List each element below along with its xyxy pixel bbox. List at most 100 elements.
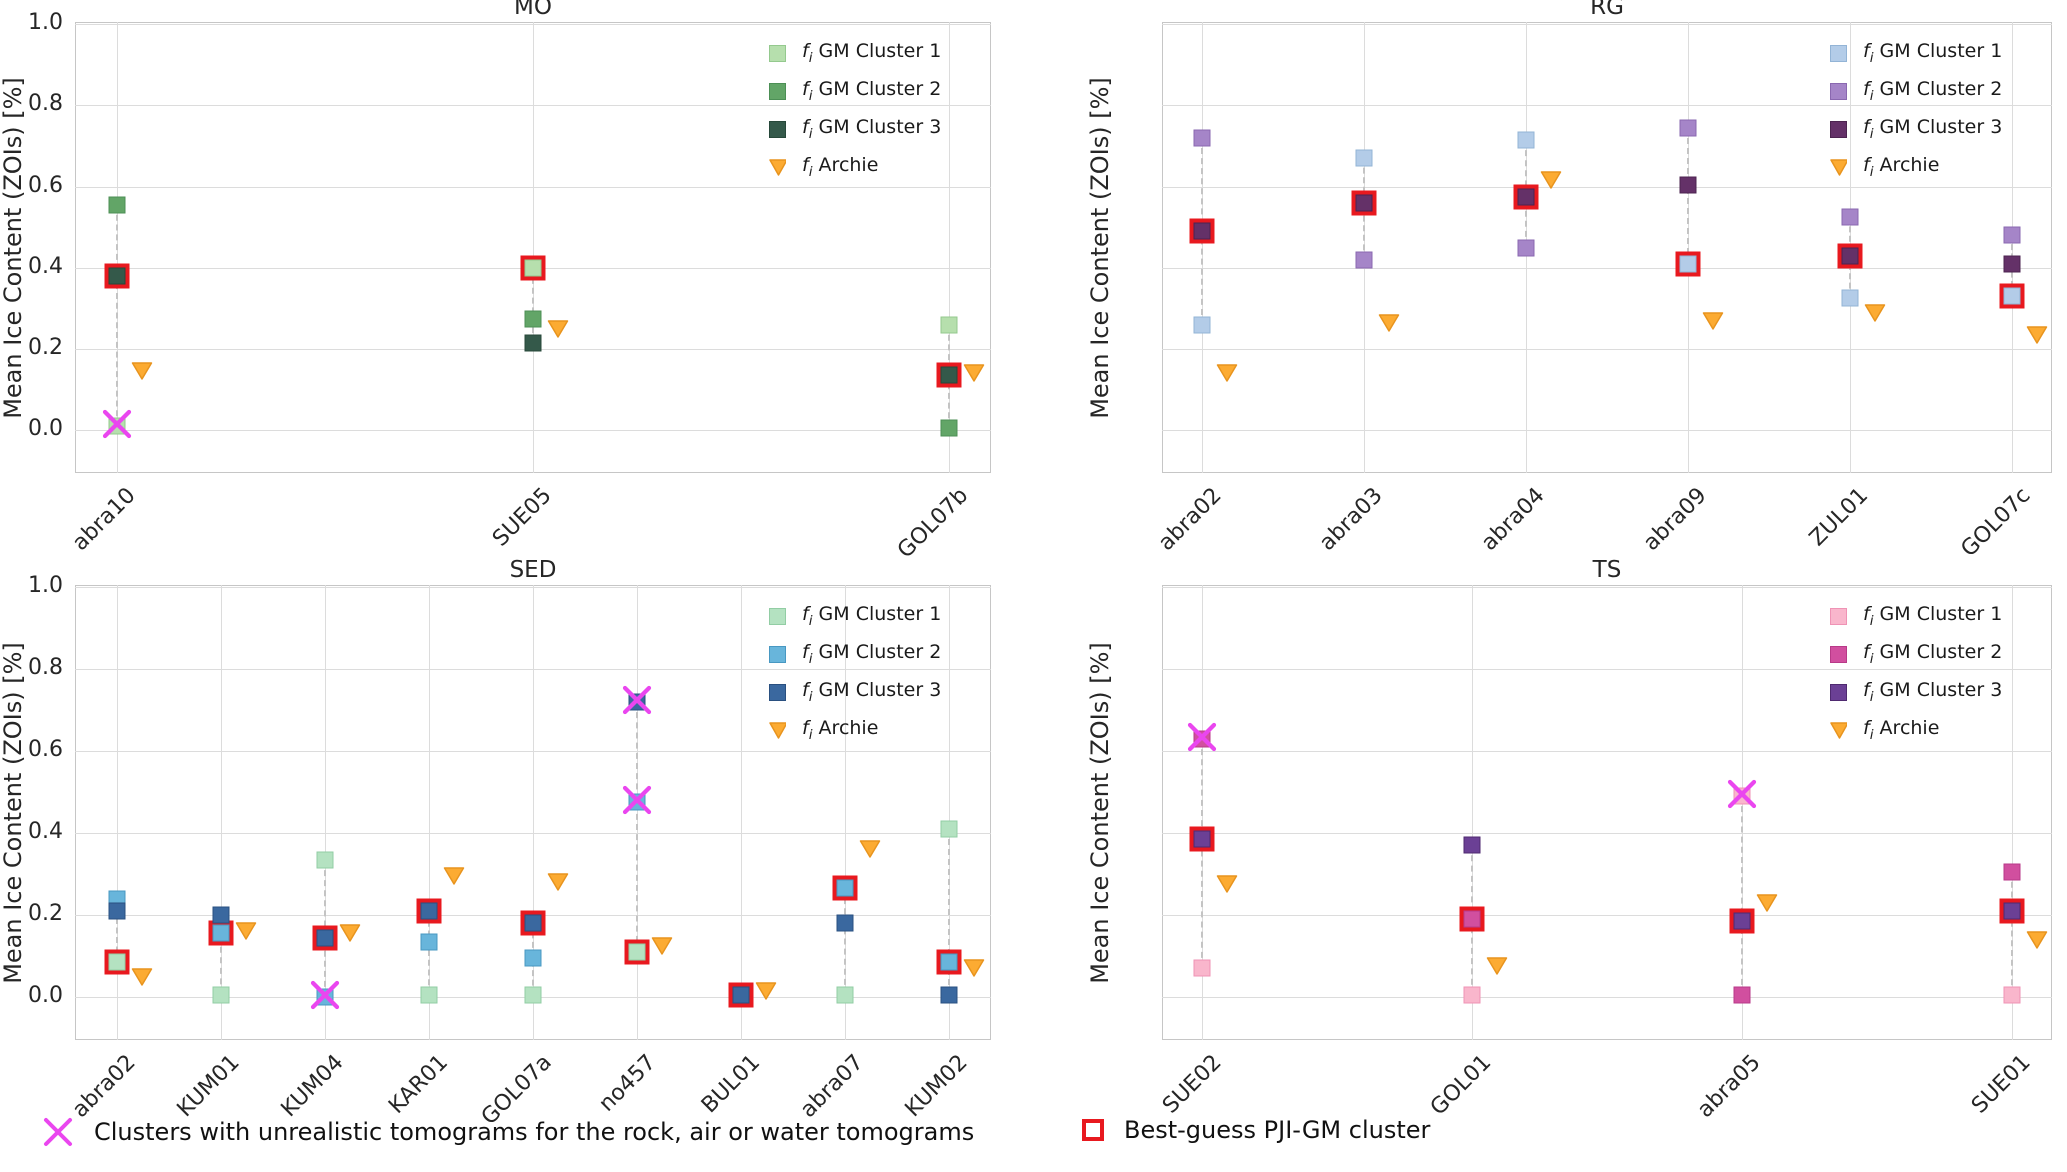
y-tick-label: 0.8 — [28, 91, 63, 117]
marker-square-cluster-2-GOL07c — [2003, 226, 2021, 244]
marker-square-cluster-3-SUE05 — [524, 334, 542, 352]
marker-square-cluster-3-abra02 — [1189, 218, 1215, 244]
site-connector-line — [427, 910, 430, 995]
site-connector-line — [115, 204, 118, 427]
x-tick-label-abra07: abra07 — [796, 1050, 869, 1123]
vertical-gridline — [220, 585, 222, 1040]
vertical-gridline — [428, 585, 430, 1040]
x-tick-label-GOL07b: GOL07b — [892, 483, 974, 564]
marker-triangle-archie-abra04 — [1540, 171, 1562, 193]
legend-item-label: fi GM Cluster 1 — [1863, 603, 2003, 629]
vertical-gridline — [2011, 585, 2013, 1040]
horizontal-gridline — [1162, 751, 2052, 752]
marker-square-cluster-2-GOL07a — [524, 949, 542, 967]
marker-square-cluster-1-ZUL01 — [1841, 289, 1859, 307]
legend-swatch-cluster-1 — [769, 44, 786, 62]
site-connector-line — [1201, 738, 1204, 969]
marker-square-cluster-2-SUE05 — [524, 310, 542, 328]
legend-swatch-cluster-2 — [1830, 82, 1847, 100]
plot-frame — [1162, 22, 2052, 473]
marker-square-cluster-1-KUM02 — [940, 820, 958, 838]
marker-square-cluster-3-abra04 — [1513, 184, 1539, 210]
vertical-gridline — [1472, 585, 1474, 1040]
marker-square-cluster-2-abra05 — [1733, 986, 1751, 1004]
marker-square-cluster-1-KAR01 — [420, 986, 438, 1004]
panel-legend: fi GM Cluster 1 fi GM Cluster 2 fi GM Clus… — [1830, 597, 2002, 749]
y-axis-label: Mean Ice Content (ZOIs) [%] — [1086, 76, 1114, 419]
marker-square-cluster-3-GOL07c — [2003, 255, 2021, 273]
legend-item-label: fi GM Cluster 3 — [802, 679, 942, 705]
marker-square-cluster-3-abra07 — [836, 914, 854, 932]
marker-square-cluster-1-SUE01 — [2003, 986, 2021, 1004]
y-axis-label: Mean Ice Content (ZOIs) [%] — [0, 641, 27, 984]
marker-square-cluster-2-SUE01 — [2003, 863, 2021, 881]
marker-square-cluster-1-GOL07a — [524, 986, 542, 1004]
x-tick-label-SUE02: SUE02 — [1157, 1050, 1227, 1119]
legend-item-label: fi Archie — [802, 717, 879, 743]
marker-triangle-archie-abra03 — [1379, 313, 1400, 336]
site-connector-line — [2010, 871, 2013, 995]
legend-item-cluster-2: fi GM Cluster 2 — [769, 635, 941, 673]
y-tick-label: 0.2 — [28, 900, 63, 926]
marker-square-cluster-3-abra05 — [1729, 908, 1755, 934]
figure-legend-unrealistic: Clusters with unrealistic tomograms for … — [42, 1116, 974, 1148]
marker-square-cluster-2-KUM01 — [208, 920, 234, 946]
x-tick-label-KUM01: KUM01 — [172, 1050, 245, 1123]
marker-square-cluster-2-ZUL01 — [1841, 208, 1859, 226]
vertical-gridline — [949, 22, 951, 473]
marker-x-unrealistic-KUM04 — [310, 980, 340, 1014]
panel-title-SED: SED — [509, 557, 557, 583]
marker-triangle-archie-abra05 — [1756, 893, 1778, 916]
legend-item-cluster-3: fi GM Cluster 3 — [769, 673, 941, 711]
legend-swatch-cluster-3 — [769, 120, 786, 138]
legend-swatch-cluster-2 — [769, 645, 786, 663]
marker-square-cluster-1-SUE02 — [1193, 959, 1211, 977]
marker-square-cluster-1-no457 — [624, 939, 650, 965]
marker-square-cluster-1-GOL01 — [1463, 986, 1481, 1004]
horizontal-gridline — [1162, 105, 2052, 107]
marker-x-unrealistic-no457 — [622, 685, 652, 719]
marker-square-cluster-2-abra03 — [1355, 251, 1373, 269]
marker-square-cluster-1-GOL07b — [940, 316, 958, 334]
legend-item-cluster-3: fi GM Cluster 3 — [1830, 110, 2002, 148]
legend-swatch-archie-triangle-icon — [769, 721, 786, 739]
marker-square-cluster-3-abra10 — [104, 263, 130, 289]
marker-square-cluster-3-BUL01 — [728, 982, 754, 1008]
marker-triangle-archie-ZUL01 — [1864, 303, 1885, 326]
vertical-gridline — [533, 22, 534, 473]
legend-item-cluster-3: fi GM Cluster 3 — [1830, 673, 2002, 711]
legend-swatch-cluster-3 — [769, 683, 786, 701]
figure-legend-best-guess: Best-guess PJI-GM cluster — [1082, 1116, 1430, 1144]
vertical-gridline — [949, 585, 951, 1040]
site-connector-line — [115, 898, 118, 963]
site-connector-line — [1686, 127, 1689, 264]
marker-x-unrealistic-abra10 — [102, 409, 132, 443]
marker-triangle-archie-no457 — [651, 937, 673, 959]
legend-item-archie: fi Archie — [769, 711, 941, 749]
marker-square-cluster-3-SUE01 — [1999, 898, 2025, 924]
legend-swatch-cluster-1 — [769, 607, 786, 625]
figure-legend-unrealistic-label: Clusters with unrealistic tomograms for … — [94, 1118, 975, 1146]
legend-item-label: fi GM Cluster 1 — [802, 40, 942, 66]
marker-square-cluster-3-KUM02 — [940, 986, 958, 1004]
x-tick-label-GOL01: GOL01 — [1425, 1050, 1496, 1121]
legend-item-cluster-1: fi GM Cluster 1 — [769, 34, 941, 72]
legend-item-cluster-2: fi GM Cluster 2 — [1830, 635, 2002, 673]
marker-triangle-archie-GOL07a — [547, 873, 569, 895]
x-tick-label-GOL07c: GOL07c — [1956, 483, 2036, 562]
marker-square-cluster-3-abra02 — [108, 902, 126, 920]
x-tick-label-no457: no457 — [594, 1050, 661, 1117]
horizontal-gridline — [1162, 914, 2052, 916]
horizontal-gridline — [1162, 430, 2052, 432]
marker-triangle-archie-SUE02 — [1217, 875, 1238, 897]
legend-swatch-cluster-2 — [1830, 645, 1847, 663]
marker-square-cluster-3-GOL07a — [520, 910, 546, 936]
legend-item-label: fi GM Cluster 2 — [802, 78, 942, 104]
marker-square-cluster-1-abra04 — [1517, 131, 1535, 149]
y-axis-label: Mean Ice Content (ZOIs) [%] — [1086, 641, 1114, 984]
legend-swatch-cluster-2 — [769, 82, 786, 100]
panel-legend: fi GM Cluster 1 fi GM Cluster 2 fi GM Clus… — [1830, 34, 2002, 186]
marker-square-cluster-1-abra02 — [104, 949, 130, 975]
marker-square-cluster-3-KUM04 — [312, 925, 338, 951]
legend-item-label: fi GM Cluster 2 — [1863, 78, 2003, 104]
